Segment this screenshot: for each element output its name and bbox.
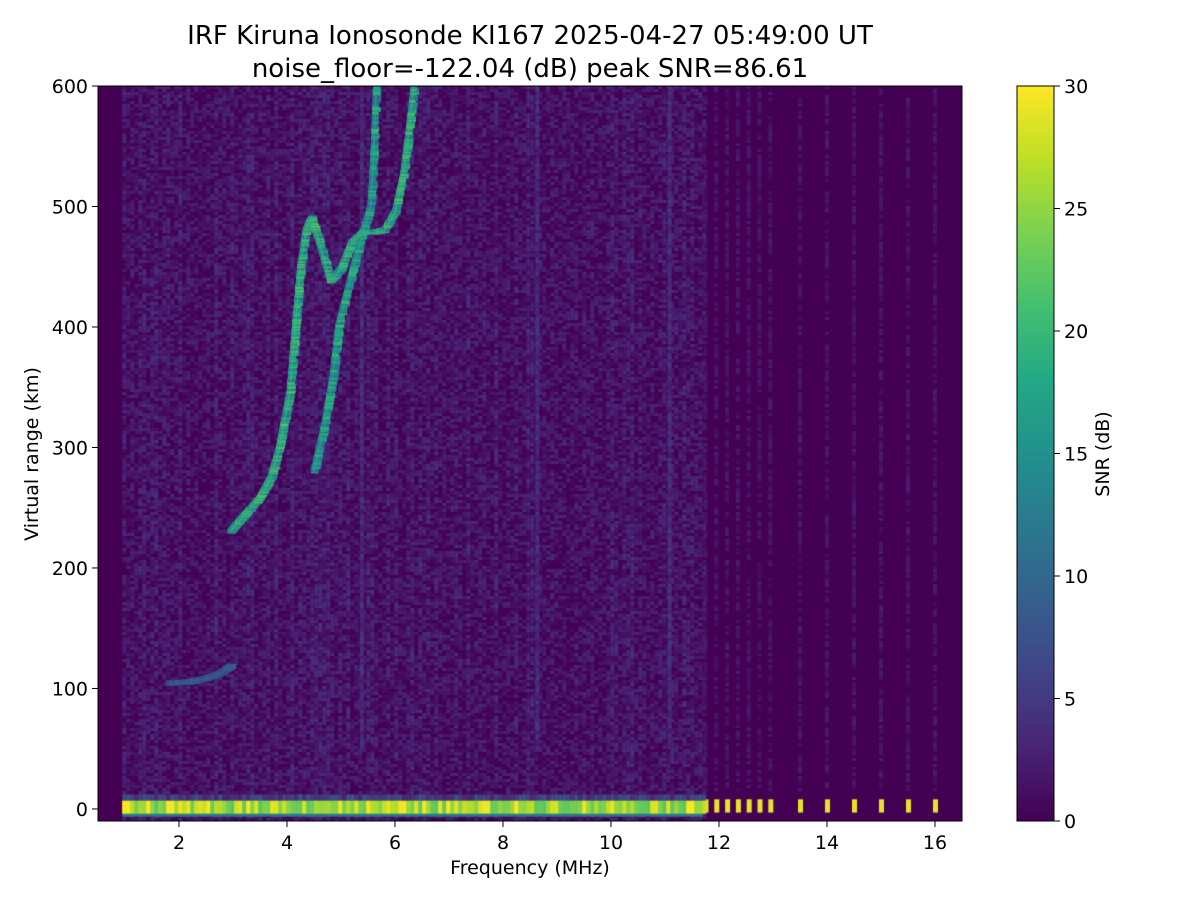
- chart-subtitle: noise_floor=-122.04 (dB) peak SNR=86.61: [252, 54, 808, 84]
- colorbar-tick-label: 0: [1064, 811, 1076, 833]
- x-tick-label: 16: [923, 832, 947, 854]
- ionogram-data: [98, 86, 962, 821]
- colorbar-label: SNR (dB): [1092, 411, 1114, 496]
- x-tick-label: 14: [815, 832, 839, 854]
- x-tick-label: 12: [707, 832, 731, 854]
- y-tick-label: 600: [52, 76, 88, 98]
- x-tick-label: 6: [389, 832, 401, 854]
- x-tick-label: 4: [281, 832, 293, 854]
- y-axis-label: Virtual range (km): [21, 367, 43, 541]
- y-tick-label: 100: [52, 678, 88, 700]
- x-tick-label: 10: [599, 832, 623, 854]
- colorbar-tick-label: 15: [1064, 444, 1088, 466]
- colorbar: [1016, 85, 1055, 822]
- plot-area: [98, 86, 962, 821]
- x-tick-label: 8: [497, 832, 509, 854]
- y-tick-label: 200: [52, 558, 88, 580]
- echo-trace-f-x-mode: [313, 86, 378, 472]
- echo-trace-f-o-mode: [229, 86, 415, 533]
- x-tick-label: 2: [173, 832, 185, 854]
- y-tick-label: 300: [52, 437, 88, 459]
- colorbar-tick-label: 5: [1064, 689, 1076, 711]
- colorbar-tick-label: 20: [1064, 321, 1088, 343]
- colorbar-axis: 0 5 10 15 20 25 30: [1054, 76, 1088, 833]
- colorbar-tick-label: 10: [1064, 566, 1088, 588]
- plot-frame: [97, 85, 963, 822]
- x-axis-label: Frequency (MHz): [450, 857, 610, 879]
- y-axis: 0 100 200 300 400 500 600: [52, 76, 98, 821]
- echo-trace-e-layer: [168, 665, 231, 685]
- y-tick-label: 400: [52, 317, 88, 339]
- chart-title: IRF Kiruna Ionosonde KI167 2025-04-27 05…: [187, 21, 873, 51]
- x-axis: 2 4 6 8 10 12 14 16: [173, 821, 947, 854]
- heatmap-raster: [98, 86, 962, 821]
- colorbar-tick-label: 30: [1064, 76, 1088, 98]
- colorbar-tick-label: 25: [1064, 199, 1088, 221]
- y-tick-label: 0: [76, 799, 88, 821]
- y-tick-label: 500: [52, 196, 88, 218]
